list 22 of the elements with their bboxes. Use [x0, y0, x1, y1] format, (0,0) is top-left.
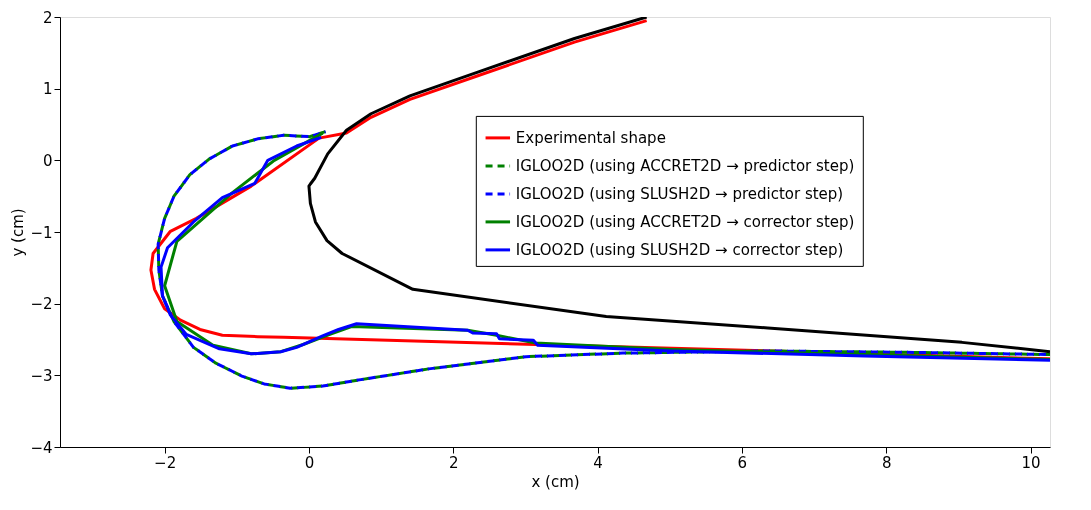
legend-label: IGLOO2D (using SLUSH2D → corrector step): [515, 240, 844, 259]
x-tick-label: 4: [593, 453, 603, 472]
x-tick-label: 8: [881, 453, 892, 472]
x-tick-label: 6: [737, 453, 748, 472]
legend-label: Experimental shape: [515, 128, 666, 147]
x-tick-label: 0: [304, 453, 315, 472]
x-tick-label: 2: [448, 453, 459, 472]
x-tick-label: 10: [1021, 453, 1041, 472]
y-tick-label: −3: [30, 366, 53, 385]
x-tick-label: −2: [154, 453, 177, 472]
y-tick-label: 0: [42, 151, 53, 170]
y-axis-title: y (cm): [9, 208, 28, 257]
y-tick-label: −1: [30, 223, 53, 242]
x-axis-title: x (cm): [531, 472, 580, 491]
y-tick-label: −4: [30, 438, 53, 457]
y-tick-label: 1: [42, 80, 53, 99]
y-tick-label: −2: [30, 295, 53, 314]
legend-label: IGLOO2D (using SLUSH2D → predictor step): [515, 184, 844, 203]
legend-label: IGLOO2D (using ACCRET2D → predictor step): [515, 156, 855, 175]
line-series: [307, 17, 1050, 354]
legend-label: IGLOO2D (using ACCRET2D → corrector step): [515, 212, 855, 231]
y-tick-label: 2: [42, 8, 53, 27]
